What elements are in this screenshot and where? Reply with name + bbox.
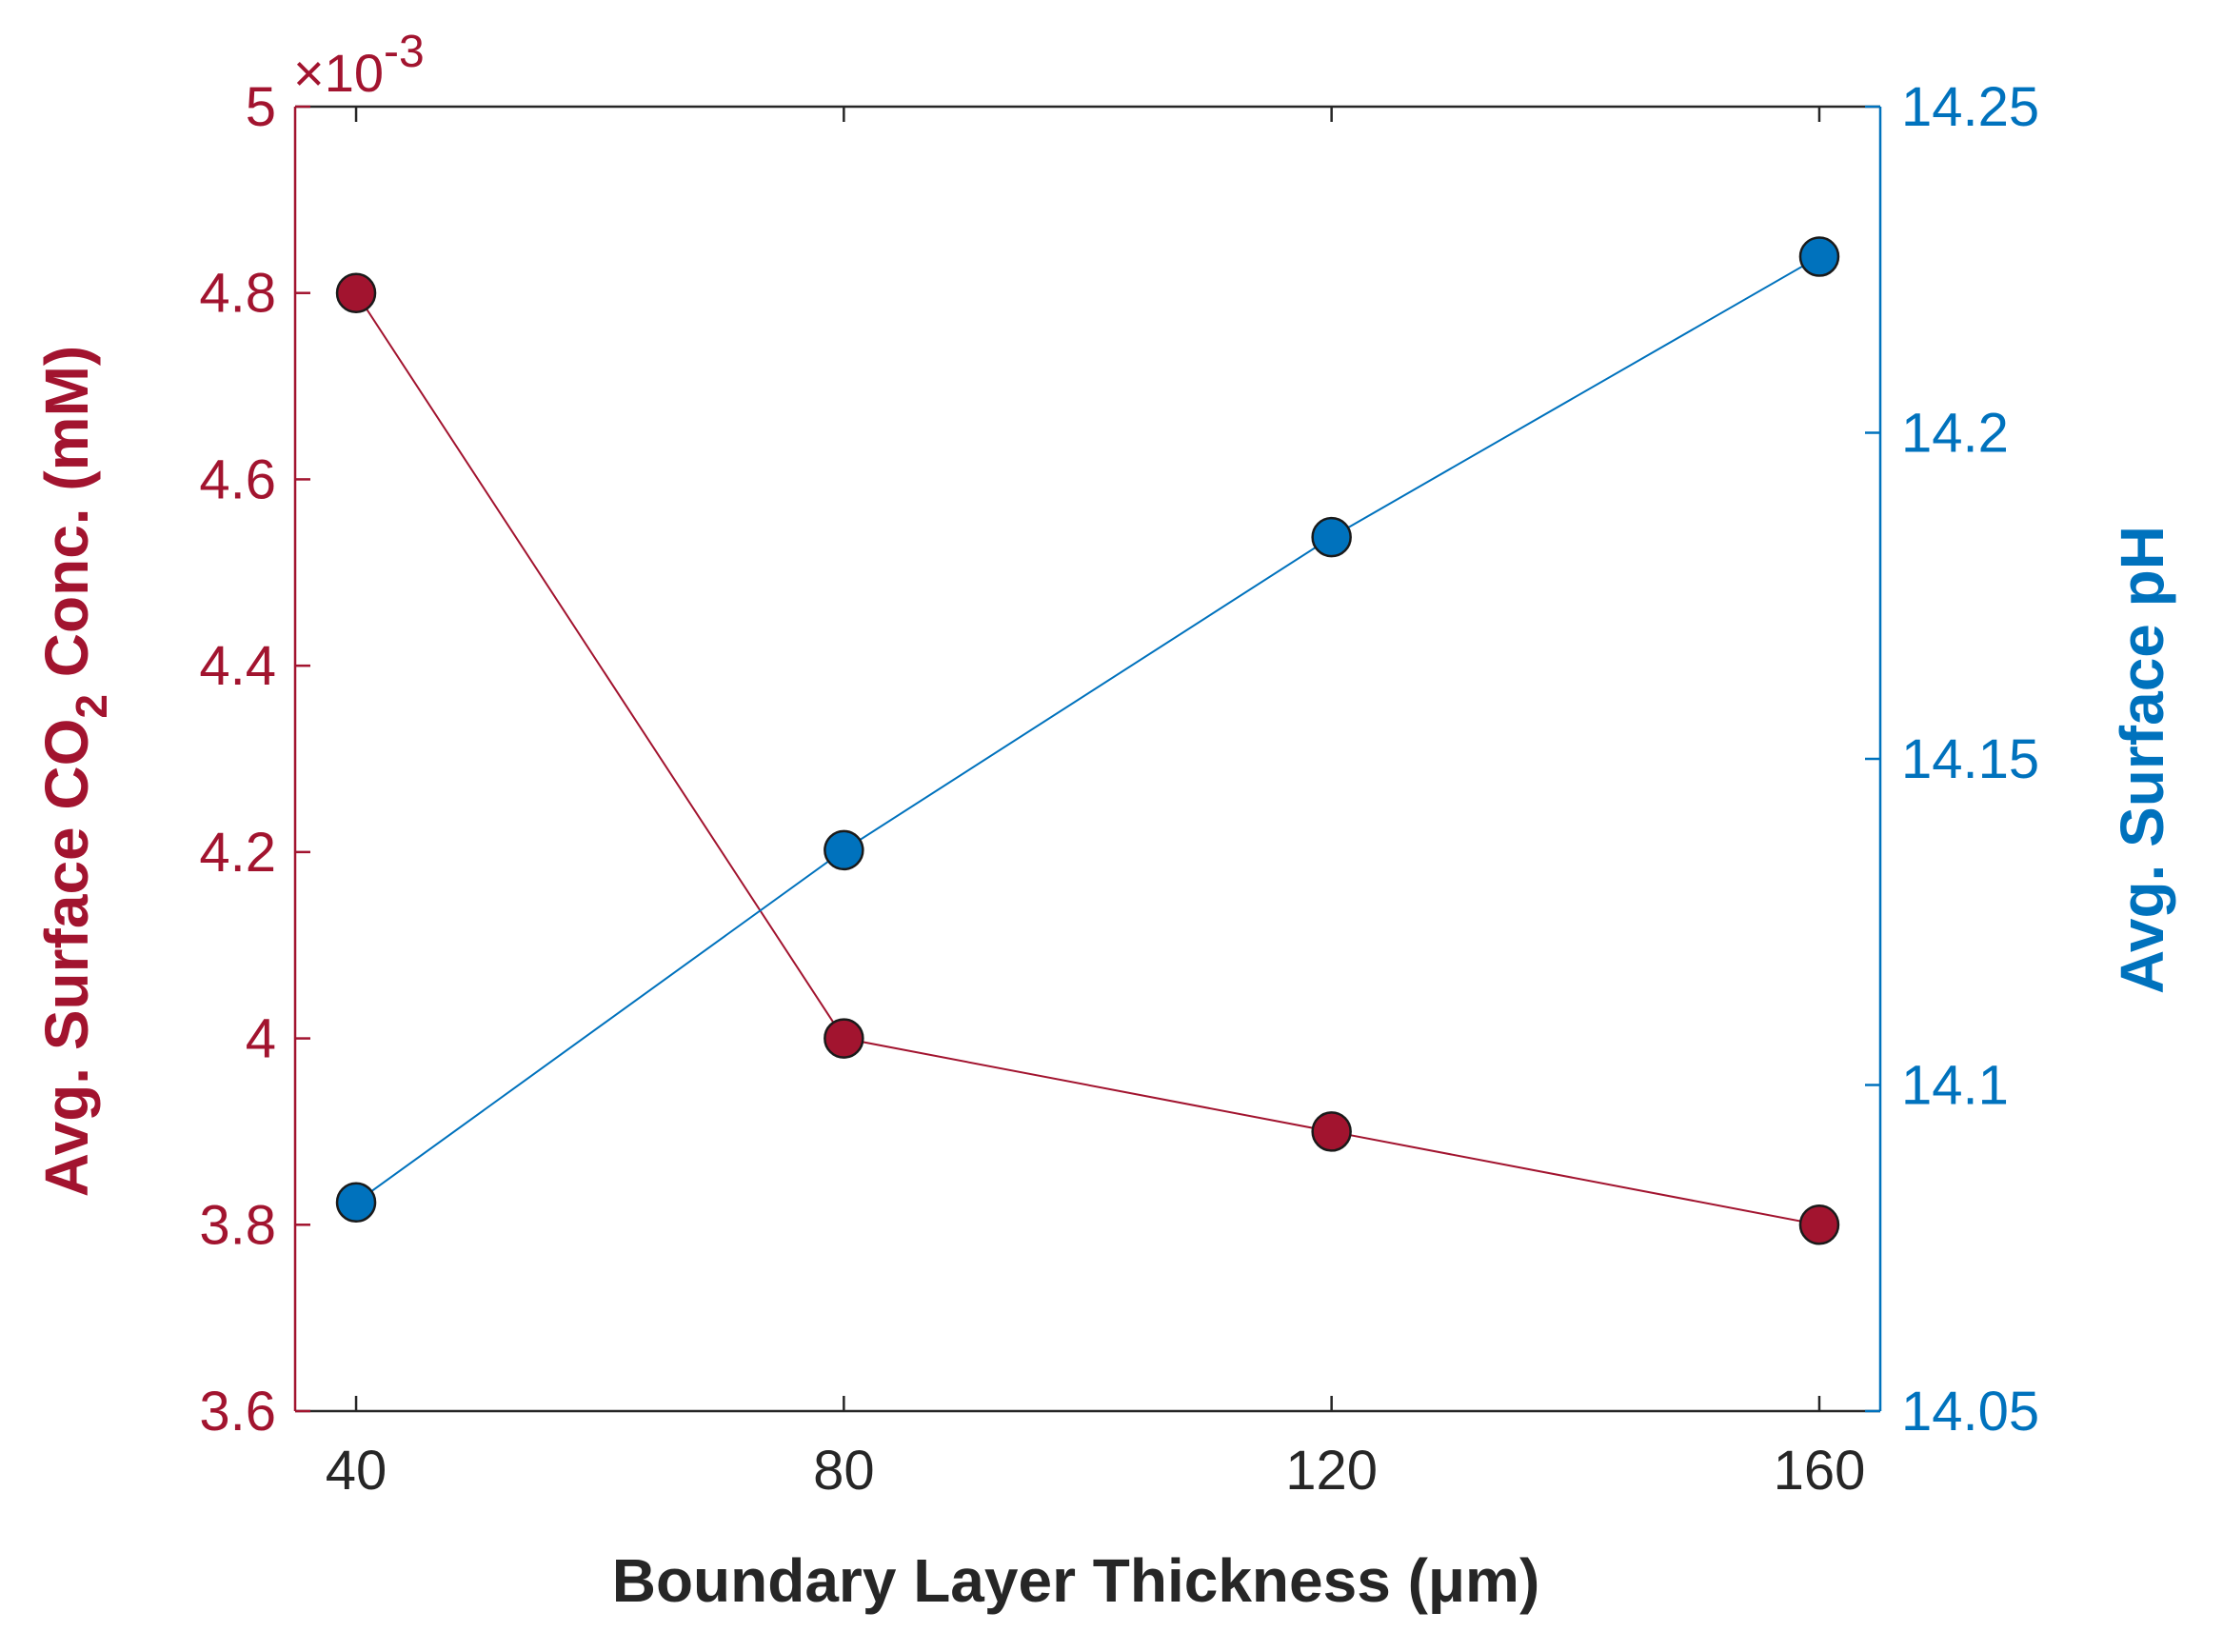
left-tick-label: 5 — [246, 76, 276, 138]
ph-data-point — [824, 829, 864, 871]
multiplier-base: ×10 — [293, 43, 384, 103]
left-axis-title: Avg. Surface CO2 Conc. (mM) — [32, 346, 116, 1197]
right-tick-label: 14.05 — [1901, 1381, 2039, 1443]
co2-data-point — [335, 272, 377, 313]
ph-data-point — [1311, 516, 1352, 558]
ph-data-point — [335, 1182, 377, 1224]
left-tick-label: 4.8 — [199, 263, 276, 325]
left-axis-multiplier: ×10-3 — [293, 27, 425, 103]
left-axis-title-subscript: 2 — [67, 694, 116, 719]
right-tick-label: 14.15 — [1901, 728, 2039, 790]
co2-series-line — [355, 292, 1820, 1226]
co2-data-point — [1798, 1204, 1840, 1245]
right-tick-label: 14.1 — [1901, 1055, 2009, 1117]
left-tick-label: 4 — [246, 1008, 276, 1070]
right-axis-title: Avg. Surface pH — [2108, 526, 2176, 994]
multiplier-exponent: -3 — [384, 27, 425, 77]
x-tick-label: 160 — [1774, 1440, 1866, 1502]
left-tick-label: 3.6 — [199, 1381, 276, 1443]
series-layer — [335, 236, 1840, 1245]
x-tick-label: 120 — [1285, 1440, 1378, 1502]
ph-series-line — [355, 255, 1820, 1204]
left-axis-title-suffix: Conc. (mM) — [32, 346, 101, 694]
x-tick-label: 80 — [813, 1440, 875, 1502]
co2-data-point — [824, 1018, 864, 1059]
left-axis-title-prefix: Avg. Surface CO — [32, 719, 101, 1198]
right-tick-label: 14.25 — [1901, 76, 2039, 138]
axes-layer: 3.6 3.8 4 4.2 4.4 4.6 4.8 5 14.05 14.1 14.15 14.2 14… — [199, 76, 2039, 1502]
left-tick-label: 4.4 — [199, 635, 276, 697]
left-tick-label: 3.8 — [199, 1194, 276, 1256]
co2-data-point — [1311, 1111, 1352, 1152]
right-tick-label: 14.2 — [1901, 403, 2009, 465]
x-tick-label: 40 — [326, 1440, 387, 1502]
left-tick-label: 4.2 — [199, 822, 276, 884]
left-tick-label: 4.6 — [199, 448, 276, 510]
x-axis-title: Boundary Layer Thickness (μm) — [612, 1546, 1540, 1615]
ph-data-point — [1798, 236, 1840, 277]
